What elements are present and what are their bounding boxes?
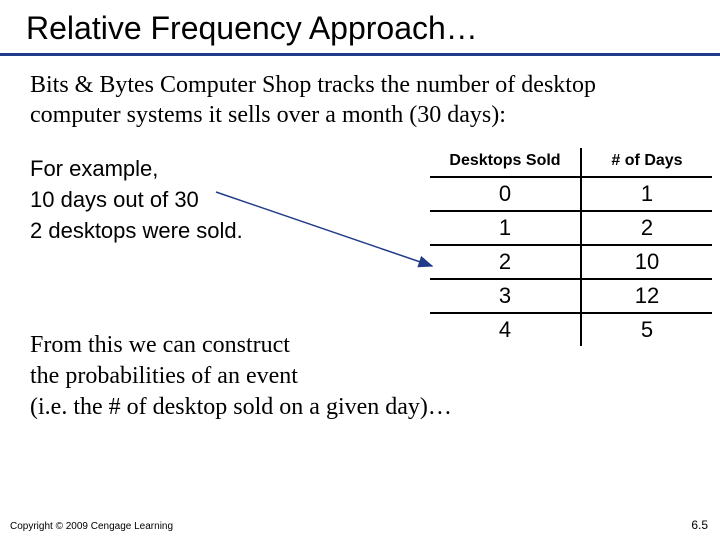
- cell-days: 10: [581, 245, 712, 279]
- cell-days: 5: [581, 313, 712, 346]
- table-header-row: Desktops Sold # of Days: [430, 148, 712, 177]
- example-line-3: 2 desktops were sold.: [30, 216, 243, 247]
- cell-days: 1: [581, 177, 712, 211]
- intro-text: Bits & Bytes Computer Shop tracks the nu…: [0, 56, 720, 130]
- cell-sold: 2: [430, 245, 581, 279]
- slide: Relative Frequency Approach… Bits & Byte…: [0, 0, 720, 540]
- example-line-2: 10 days out of 30: [30, 185, 243, 216]
- cell-sold: 3: [430, 279, 581, 313]
- table-row: 3 12: [430, 279, 712, 313]
- slide-number: 6.5: [691, 518, 708, 532]
- col-header-sold: Desktops Sold: [430, 148, 581, 177]
- slide-title: Relative Frequency Approach…: [0, 0, 720, 56]
- arrow-line: [216, 192, 432, 266]
- frequency-table: Desktops Sold # of Days 0 1 1 2 2 10: [430, 148, 712, 346]
- table-row: 1 2: [430, 211, 712, 245]
- construct-text: From this we can construct the probabili…: [30, 330, 590, 424]
- cell-sold: 1: [430, 211, 581, 245]
- cell-days: 12: [581, 279, 712, 313]
- construct-line: From this we can construct the probabili…: [30, 332, 452, 420]
- cell-days: 2: [581, 211, 712, 245]
- table-row: 0 1: [430, 177, 712, 211]
- table-row: 2 10: [430, 245, 712, 279]
- cell-sold: 0: [430, 177, 581, 211]
- example-line-1: For example,: [30, 154, 243, 185]
- example-text: For example, 10 days out of 30 2 desktop…: [30, 154, 243, 246]
- col-header-days: # of Days: [581, 148, 712, 177]
- copyright-footer: Copyright © 2009 Cengage Learning: [10, 521, 173, 532]
